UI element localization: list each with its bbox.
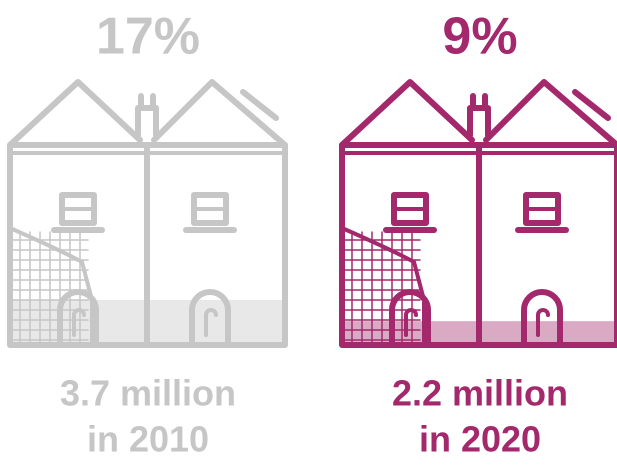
caption: in 2010 [87,419,209,460]
caption: 3.7 million [60,373,236,414]
house-pair [342,82,617,345]
house-pair [10,82,285,345]
infographic: 17% 3.7 million in 2010 9% 2.2 million in 202… [0,0,617,468]
chimney [470,96,488,135]
chimney [138,96,156,135]
percent-label: 9% [442,8,517,66]
percent-label: 17% [96,8,200,66]
caption: 2.2 million [392,373,568,414]
caption: in 2020 [419,419,541,460]
